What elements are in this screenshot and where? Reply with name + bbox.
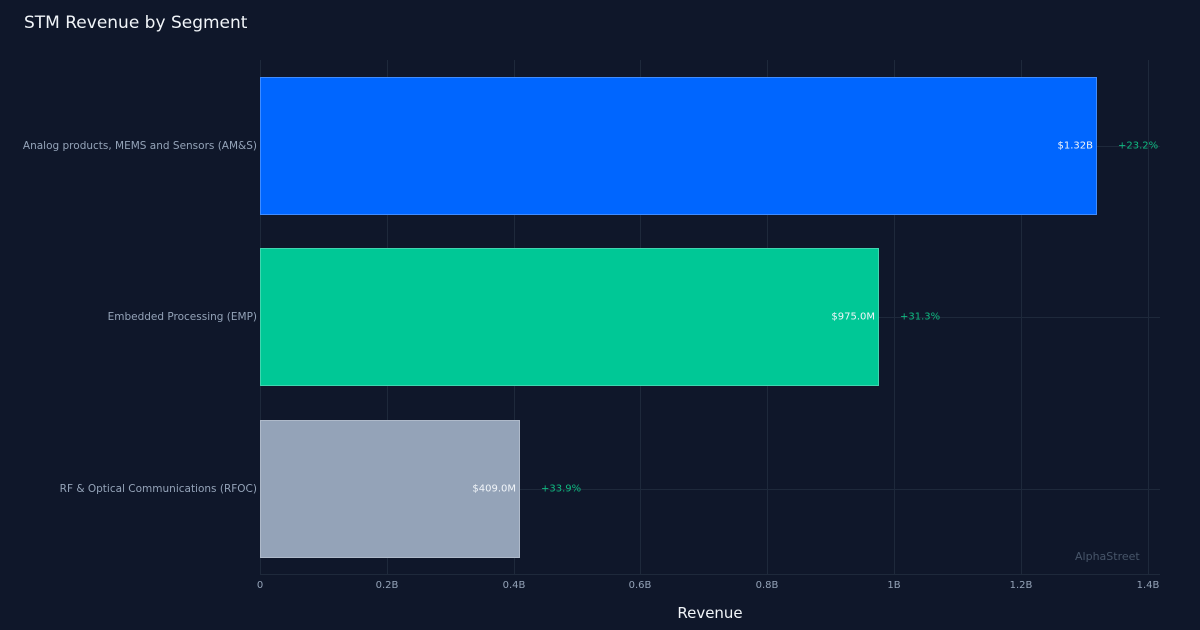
chart-title: STM Revenue by Segment	[24, 13, 248, 33]
y-tick-label: Embedded Processing (EMP)	[107, 311, 257, 323]
bar-emp[interactable]	[260, 248, 879, 386]
gridline	[260, 489, 1160, 490]
y-tick-label: Analog products, MEMS and Sensors (AM&S)	[22, 140, 257, 152]
x-tick-label: 0.6B	[628, 580, 652, 591]
bar-value-label: $975.0M	[831, 311, 875, 323]
x-axis-title: Revenue	[677, 604, 743, 622]
x-tick-label: 0	[256, 580, 264, 591]
plot-area: $1.32B $975.0M $409.0M +23.2% +31.3% +33…	[260, 60, 1160, 575]
bar-ams[interactable]	[260, 77, 1097, 215]
x-tick-label: 0.4B	[502, 580, 526, 591]
x-tick-label: 1.2B	[1009, 580, 1033, 591]
growth-label: +23.2%	[1118, 140, 1159, 152]
bar-rfoc[interactable]	[260, 420, 520, 558]
x-tick-label: 1B	[887, 580, 901, 591]
x-axis-line	[260, 574, 1160, 575]
bar-value-label: $1.32B	[1057, 140, 1094, 152]
growth-label: +33.9%	[541, 483, 582, 495]
y-tick-label: RF & Optical Communications (RFOC)	[59, 483, 257, 495]
growth-label: +31.3%	[900, 311, 941, 323]
x-tick-label: 0.2B	[375, 580, 399, 591]
x-tick-label: 0.8B	[755, 580, 779, 591]
bar-value-label: $409.0M	[472, 483, 516, 495]
x-tick-label: 1.4B	[1136, 580, 1160, 591]
watermark: AlphaStreet	[1075, 550, 1140, 563]
